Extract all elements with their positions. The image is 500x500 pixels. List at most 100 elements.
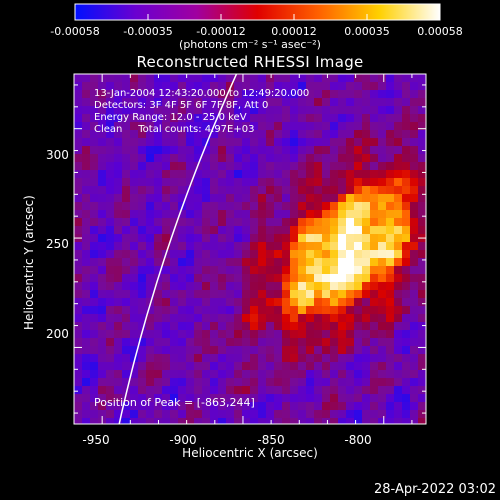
heatmap-cell [306,186,315,195]
heatmap-cell [258,202,267,211]
heatmap-cell [226,210,235,219]
heatmap-cell [266,170,275,179]
heatmap-cell [242,202,251,211]
heatmap-cell [314,170,323,179]
heatmap-cell [218,194,227,203]
heatmap-cell [354,146,363,155]
heatmap-cell [346,266,355,275]
heatmap-cell [178,402,187,411]
heatmap-cell [226,234,235,243]
heatmap-cell [266,346,275,355]
heatmap-cell [218,130,227,139]
heatmap-cell [394,274,403,283]
heatmap-cell [98,218,107,227]
heatmap-cell [186,82,195,91]
heatmap-cell [194,346,203,355]
heatmap-cell [210,98,219,107]
heatmap-cell [370,258,379,267]
heatmap-cell [314,362,323,371]
heatmap-cell [322,410,331,419]
heatmap-cell [194,210,203,219]
heatmap-cell [210,250,219,259]
heatmap-cell [170,314,179,323]
heatmap-cell [346,362,355,371]
heatmap-cell [162,410,171,419]
heatmap-cell [314,82,323,91]
heatmap-cell [290,274,299,283]
heatmap-cell [266,410,275,419]
heatmap-cell [314,306,323,315]
heatmap-cell [154,154,163,163]
heatmap-cell [138,98,147,107]
heatmap-cell [194,306,203,315]
heatmap-cell [354,362,363,371]
heatmap-cell [178,122,187,131]
heatmap-cell [322,362,331,371]
heatmap-cell [226,154,235,163]
heatmap-cell [82,122,91,131]
heatmap-cell [402,274,411,283]
heatmap-cell [394,130,403,139]
heatmap-cell [274,266,283,275]
heatmap-cell [298,314,307,323]
heatmap-cell [354,378,363,387]
heatmap-cell [194,170,203,179]
heatmap-cell [178,258,187,267]
heatmap-cell [274,234,283,243]
heatmap-cell [218,226,227,235]
heatmap-cell [202,98,211,107]
heatmap-cell [258,266,267,275]
heatmap-cell [226,242,235,251]
heatmap-cell [74,306,83,315]
heatmap-cell [330,378,339,387]
heatmap-cell [210,178,219,187]
heatmap-cell [346,378,355,387]
y-tick-label: 250 [46,237,69,251]
heatmap-cell [362,402,371,411]
heatmap-cell [290,82,299,91]
heatmap-cell [242,242,251,251]
heatmap-cell [178,218,187,227]
heatmap-cell [354,266,363,275]
heatmap-cell [202,234,211,243]
heatmap-cell [418,138,426,147]
heatmap-cell [90,226,99,235]
heatmap-cell [114,234,123,243]
heatmap-cell [90,370,99,379]
heatmap-cell [386,362,395,371]
heatmap-cell [74,322,83,331]
heatmap-cell [106,282,115,291]
heatmap-cell [98,90,107,99]
heatmap-cell [122,338,131,347]
heatmap-cell [138,74,147,83]
heatmap-cell [410,234,419,243]
heatmap-cell [122,106,131,115]
colorbar-tick-label: -0.00035 [123,25,173,38]
heatmap-cell [418,162,426,171]
heatmap-cell [210,322,219,331]
heatmap-cell [202,226,211,235]
heatmap-cell [394,210,403,219]
heatmap-cell [338,74,347,83]
heatmap-cell [354,402,363,411]
heatmap-cell [394,234,403,243]
heatmap-cell [370,402,379,411]
heatmap-cell [146,82,155,91]
heatmap-cell [410,322,419,331]
heatmap-cell [186,290,195,299]
heatmap-cell [98,226,107,235]
heatmap-cell [338,178,347,187]
heatmap-cell [162,330,171,339]
heatmap-cell [178,106,187,115]
heatmap-cell [74,90,83,99]
heatmap-cell [218,314,227,323]
heatmap-cell [186,130,195,139]
heatmap-cell [306,226,315,235]
heatmap-cell [234,418,243,424]
heatmap-cell [258,226,267,235]
heatmap-cell [226,202,235,211]
heatmap-cell [274,218,283,227]
heatmap-cell [162,226,171,235]
heatmap-cell [418,186,426,195]
